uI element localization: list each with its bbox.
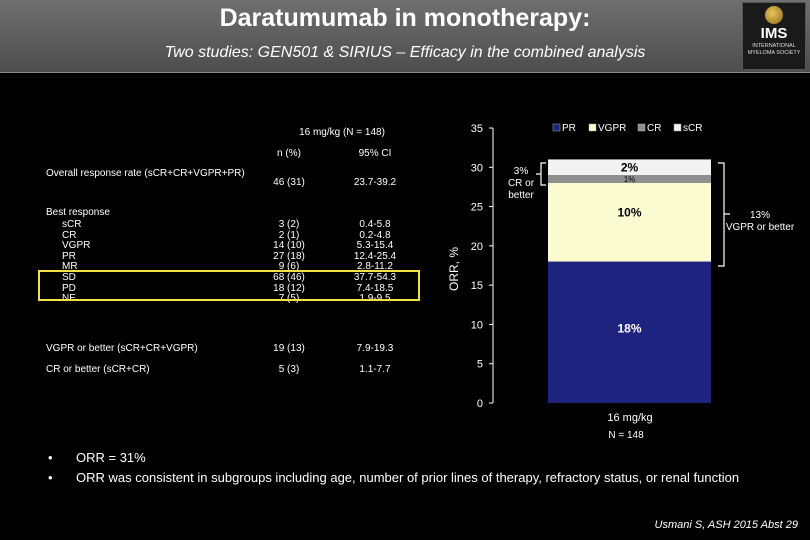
legend-label-scr: sCR [683,123,702,134]
table-cell-n: 7 (5) [278,293,300,305]
y-tick-label: 20 [471,241,483,253]
y-tick-label: 25 [471,202,483,214]
slide-title: Daratumumab in monotherapy: [219,4,591,32]
table-cell-ci: 0.4-5.8 [359,219,391,230]
table-cell-ci: 5.3-15.4 [356,240,394,252]
y-tick-label: 5 [477,359,483,371]
table-cell-n: 14 (10) [273,240,305,252]
table-cell-n: 18 (12) [273,282,305,294]
globe-icon [765,6,783,24]
logo-text: IMS [760,25,788,42]
table-row-label: sCR [62,219,82,230]
data-label-cr: 1% [624,175,636,184]
bullet-item: • ORR was consistent in subgroups includi… [48,470,748,486]
legend-label-pr: PR [562,123,576,134]
table-cell-n: 27 (18) [273,250,305,262]
logo-subtext: INTERNATIONAL MYELOMA SOCIETY [747,43,801,56]
bar-segment-cr [548,175,711,183]
table-row-label: PD [62,282,76,294]
y-axis-label: ORR, % [447,247,461,291]
table-cell-ci: 12.4-25.4 [353,250,397,262]
best-response-ci: 0.4-5.8 0.2-4.8 5.3-15.4 12.4-25.4 2.8-1… [340,219,410,305]
best-response-label: Best response [46,207,110,218]
orr-label: Overall response rate (sCR+CR+VGPR+PR) [46,168,245,179]
cr-or-better-bracket [536,162,546,186]
orr-ci: 23.7-39.2 [353,177,397,188]
table-row-label: CR [62,229,77,241]
vgpr-or-better-bracket [718,162,730,267]
legend-label-cr: CR [647,123,661,134]
bullet-text: ORR = 31% [76,450,146,465]
bullet-item: • ORR = 31% [48,450,748,466]
table-cell-n: 3 (2) [278,219,300,230]
y-tick-label: 10 [471,319,483,331]
data-label-vgpr: 10% [617,205,641,219]
legend-swatch-pr [552,123,561,132]
table-col-n: n (%) [277,148,301,159]
cr-or-better-n: 5 (3) [278,364,300,375]
header-bar: Daratumumab in monotherapy: Two studies:… [0,0,810,73]
category-sublabel: N = 148 [608,430,644,441]
table-cell-ci: 37.7-54.3 [353,271,397,283]
category-label: 16 mg/kg [607,412,652,424]
table-row-label: NE [62,293,76,305]
legend-swatch-scr [673,123,682,132]
data-label-pr: 18% [617,321,641,335]
y-tick-label: 0 [477,398,483,410]
bar-segment-scr [548,159,711,176]
table-row-label: SD [62,271,76,283]
vgpr-or-better-label: VGPR or better (sCR+CR+VGPR) [46,343,198,354]
bar-segment-vgpr [548,183,711,262]
table-cell-ci: 2.8-11.2 [357,261,393,273]
table-group-header: 16 mg/kg (N = 148) [299,127,385,138]
y-tick-label: 35 [471,123,483,135]
y-tick-label: 30 [471,162,483,174]
bullet-list: • ORR = 31% • ORR was consistent in subgro… [48,450,748,490]
legend-swatch-vgpr [588,123,597,132]
data-label-scr: 2% [621,160,639,174]
legend-swatch-cr [637,123,646,132]
mr-sd-highlight-box [38,270,420,301]
citation: Usmani S, ASH 2015 Abst 29 [654,519,798,531]
orr-n: 46 (31) [273,177,305,188]
vgpr-or-better-ci: 7.9-19.3 [356,343,394,354]
table-cell-ci: 1.9-9.5 [359,293,391,305]
best-response-labels: sCR CR VGPR PR MR SD PD NE [62,219,91,305]
table-cell-ci: 0.2-4.8 [359,229,391,241]
table-cell-n: 2 (1) [278,229,300,241]
table-cell-n: 9 (6) [278,261,300,273]
vgpr-or-better-annotation: 13% VGPR or better [726,210,795,233]
bullet-text: ORR was consistent in subgroups includin… [76,470,740,485]
y-tick-label: 15 [471,280,483,292]
cr-or-better-ci: 1.1-7.7 [359,364,391,375]
ims-logo: IMS INTERNATIONAL MYELOMA SOCIETY [742,2,806,70]
cr-or-better-annotation: 3% CR or better [508,166,535,201]
table-cell-ci: 7.4-18.5 [356,282,394,294]
cr-or-better-label: CR or better (sCR+CR) [46,364,150,375]
table-cell-n: 68 (46) [273,271,305,283]
bar-segment-pr [548,261,711,403]
best-response-n: 3 (2) 2 (1) 14 (10) 27 (18) 9 (6) 68 (46… [259,219,319,305]
table-row-label: MR [62,261,78,273]
bullet-dot: • [48,470,53,485]
table-row-label: PR [62,250,76,262]
legend-label-vgpr: VGPR [598,123,626,134]
bullet-dot: • [48,450,53,465]
slide-subtitle: Two studies: GEN501 & SIRIUS – Efficacy … [164,44,646,61]
vgpr-or-better-n: 19 (13) [273,343,305,354]
table-col-ci: 95% CI [358,148,392,159]
table-row-label: VGPR [62,240,91,252]
